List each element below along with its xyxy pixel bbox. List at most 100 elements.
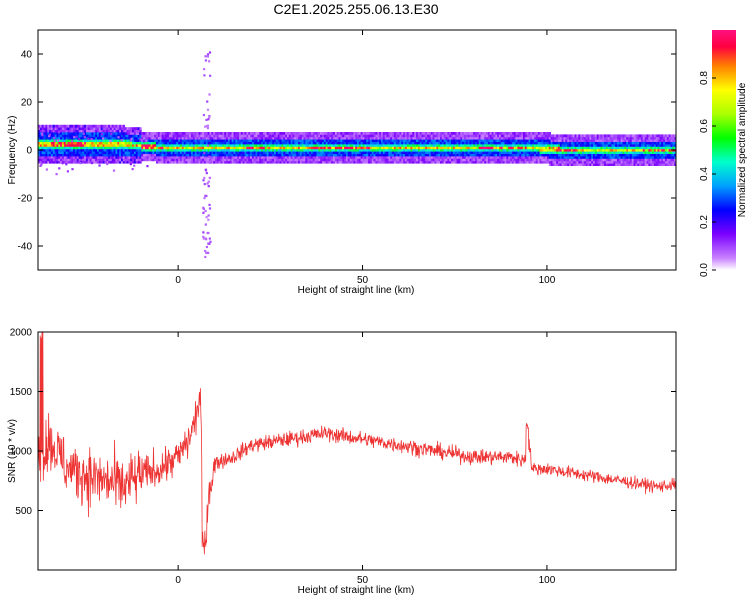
heat-cell <box>373 156 376 159</box>
heat-cell <box>620 148 623 152</box>
heat-cell <box>355 151 358 154</box>
heat-cell <box>397 132 400 135</box>
heat-cell <box>430 139 433 142</box>
heat-cell <box>646 160 649 164</box>
heat-cell <box>130 134 133 138</box>
heat-cell <box>181 146 185 150</box>
heat-cell <box>486 134 489 138</box>
heat-cell <box>559 141 563 145</box>
heat-cell <box>373 151 376 154</box>
heat-cell <box>489 160 492 164</box>
heat-cell <box>390 160 393 164</box>
heat-cell <box>318 139 321 142</box>
heat-cell <box>578 134 581 138</box>
heat-cell <box>61 127 65 130</box>
heat-cell <box>672 158 675 162</box>
heat-cell <box>355 141 358 145</box>
heat-cell <box>377 146 380 150</box>
heat-cell <box>644 139 647 142</box>
heat-cell <box>235 134 238 138</box>
heat-cell <box>593 139 596 142</box>
heat-cell <box>602 134 605 138</box>
heat-cell <box>629 158 633 162</box>
y-tick-label: 20 <box>21 98 33 109</box>
heat-cell <box>565 146 568 150</box>
heat-cell <box>43 158 46 162</box>
heat-cell <box>615 160 618 164</box>
heat-cell <box>281 141 284 145</box>
heat-cell <box>226 160 229 164</box>
heat-cell <box>580 160 583 164</box>
heat-cell <box>126 156 129 159</box>
heat-cell <box>541 160 544 164</box>
y-tick-label: 0 <box>26 146 32 157</box>
heat-cell <box>659 139 662 142</box>
heat-cell <box>567 151 570 154</box>
heat-cell <box>338 132 341 135</box>
heat-cell <box>620 163 623 166</box>
heat-cell <box>126 153 129 157</box>
heat-cell <box>412 132 415 135</box>
heat-cell <box>192 153 196 157</box>
heat-cell <box>272 148 275 152</box>
heat-cell <box>314 144 317 147</box>
heat-cell <box>452 134 456 138</box>
heat-cell <box>78 151 81 154</box>
heat-cell <box>198 139 201 142</box>
heat-cell <box>203 141 207 145</box>
heat-cell <box>360 134 363 138</box>
heat-cell <box>323 148 327 152</box>
heat-cell <box>100 160 103 164</box>
heat-cell <box>635 144 638 147</box>
heat-cell <box>399 144 402 147</box>
heat-cell <box>49 160 52 164</box>
heat-cell <box>126 127 129 130</box>
heat-cell <box>478 139 481 142</box>
noise-point <box>90 161 94 165</box>
heat-cell <box>524 144 528 147</box>
heat-cell <box>368 156 371 159</box>
heat-cell <box>196 139 199 142</box>
heat-cell <box>581 141 585 145</box>
heat-cell <box>513 151 516 154</box>
heat-cell <box>430 160 433 164</box>
heat-cell <box>39 151 43 154</box>
heat-cell <box>299 139 303 142</box>
noise-point <box>57 131 60 134</box>
heat-cell <box>403 144 406 147</box>
y-tick-label: -20 <box>18 194 33 205</box>
heat-cell <box>168 153 172 157</box>
heat-cell <box>475 156 478 159</box>
heat-cell <box>594 148 598 152</box>
heat-cell <box>530 153 533 157</box>
noise-point <box>208 160 211 163</box>
heat-cell <box>410 156 413 159</box>
heat-cell <box>270 141 273 145</box>
heat-cell <box>574 134 577 138</box>
heat-cell <box>222 153 225 157</box>
heat-cell <box>89 132 92 135</box>
heat-cell <box>510 144 513 147</box>
heat-cell <box>85 134 89 138</box>
heat-cell <box>495 153 498 157</box>
heat-cell <box>349 132 352 135</box>
heat-cell <box>480 160 483 164</box>
heat-cell <box>534 151 537 154</box>
heat-cell <box>257 153 260 157</box>
heat-cell <box>213 151 216 154</box>
heat-cell <box>628 139 631 142</box>
heat-cell <box>510 160 513 164</box>
heat-cell <box>161 156 164 159</box>
heat-cell <box>132 158 135 162</box>
heat-cell <box>67 127 70 130</box>
heat-cell <box>511 132 515 135</box>
heat-cell <box>414 141 417 145</box>
heat-cell <box>168 148 172 152</box>
heat-cell <box>262 158 266 162</box>
heat-cell <box>572 148 575 152</box>
heat-cell <box>191 160 194 164</box>
heat-cell <box>320 156 323 159</box>
heat-cell <box>264 156 268 159</box>
heat-cell <box>102 148 105 152</box>
heat-cell <box>85 136 89 140</box>
